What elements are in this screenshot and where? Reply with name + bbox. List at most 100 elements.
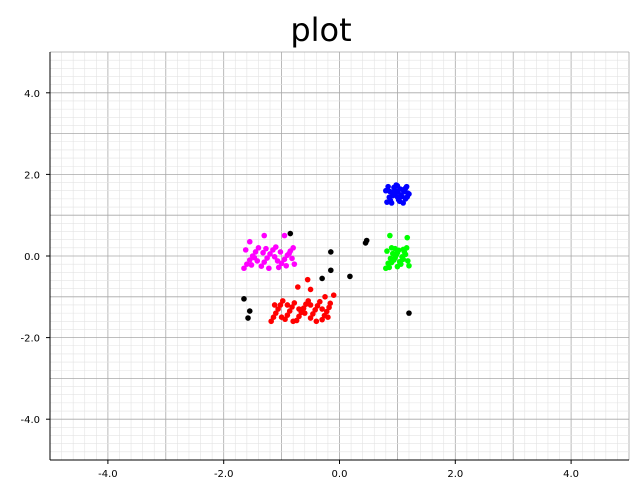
data-point — [242, 247, 249, 253]
data-point — [404, 194, 411, 200]
data-point — [394, 188, 401, 195]
data-point — [286, 250, 292, 257]
data-point — [284, 302, 291, 308]
data-point — [400, 200, 406, 206]
data-point — [322, 294, 328, 300]
data-point — [406, 310, 412, 316]
data-point — [387, 232, 393, 239]
data-point — [246, 238, 253, 245]
data-point — [310, 311, 316, 317]
data-point — [277, 302, 284, 308]
data-point — [307, 302, 314, 308]
data-point — [255, 245, 262, 251]
data-point — [394, 249, 401, 256]
y-tick-label: -2.0 — [20, 334, 40, 345]
data-point — [392, 254, 398, 261]
data-point — [327, 300, 334, 307]
data-point — [300, 305, 307, 312]
data-point — [244, 261, 250, 267]
data-point — [270, 314, 277, 321]
data-point — [307, 315, 314, 321]
point-series-3 — [268, 276, 337, 325]
y-tick-label: -4.0 — [20, 415, 40, 426]
x-tick-label: -2.0 — [214, 469, 234, 480]
data-point — [325, 314, 331, 321]
data-point — [398, 261, 404, 267]
data-point — [241, 296, 247, 302]
y-tick-label: 2.0 — [24, 170, 40, 181]
data-point — [289, 255, 295, 262]
data-point — [400, 246, 406, 253]
x-tick-label: 4.0 — [563, 469, 579, 480]
point-series-0 — [383, 182, 412, 206]
data-point — [264, 255, 270, 261]
data-point — [406, 262, 412, 269]
data-point — [314, 302, 321, 309]
chart-title: plot — [290, 11, 351, 49]
data-point — [266, 265, 272, 272]
data-point — [399, 193, 405, 200]
data-point — [289, 304, 295, 310]
data-point — [304, 276, 311, 283]
data-point — [271, 302, 278, 308]
data-point — [404, 234, 411, 241]
data-point — [296, 313, 302, 320]
x-tick-label: 0.0 — [332, 469, 348, 480]
data-point — [290, 245, 296, 251]
data-point — [385, 183, 391, 190]
data-point — [277, 249, 284, 255]
x-tick-label: -4.0 — [98, 469, 118, 480]
data-point — [363, 237, 370, 244]
data-point — [387, 188, 393, 195]
data-point — [273, 310, 279, 316]
data-point — [384, 248, 390, 254]
data-point — [268, 318, 274, 325]
data-point — [388, 259, 395, 266]
data-point — [275, 306, 281, 312]
data-point — [281, 256, 288, 263]
data-point — [312, 307, 318, 313]
data-point — [260, 249, 266, 256]
data-point — [252, 249, 259, 255]
data-points — [241, 182, 412, 325]
data-point — [291, 261, 298, 267]
data-point — [291, 300, 298, 306]
data-point — [261, 259, 268, 265]
y-tick-label: 4.0 — [24, 89, 40, 100]
data-point — [279, 298, 286, 304]
data-point — [319, 316, 325, 323]
data-point — [323, 308, 330, 315]
data-point — [402, 185, 409, 192]
data-point — [267, 251, 273, 257]
point-series-2 — [241, 232, 298, 272]
grid — [49, 51, 630, 461]
data-point — [388, 200, 395, 206]
data-point — [245, 315, 251, 321]
data-point — [313, 318, 320, 325]
data-point — [319, 275, 325, 282]
data-point — [330, 292, 337, 298]
y-tick-label: 0.0 — [24, 252, 40, 263]
data-point — [402, 251, 409, 258]
x-tick-label: 2.0 — [447, 469, 463, 480]
data-point — [287, 230, 294, 237]
data-point — [400, 256, 406, 263]
data-point — [290, 318, 296, 325]
data-point — [275, 264, 282, 271]
data-point — [405, 258, 411, 264]
data-point — [307, 286, 314, 293]
data-point — [301, 310, 308, 316]
data-point — [388, 245, 395, 251]
data-point — [246, 257, 253, 263]
data-point — [295, 284, 301, 290]
tick-labels: -4.0 -2.0 0.0 2.0 4.0 4.0 2.0 0.0 -2.0 -4.0 — [20, 89, 579, 480]
point-series-1 — [383, 232, 412, 272]
data-point — [278, 260, 285, 267]
data-point — [251, 254, 258, 261]
data-point — [386, 264, 393, 271]
data-point — [328, 267, 334, 274]
data-point — [271, 254, 278, 260]
data-point — [347, 273, 353, 280]
data-point — [261, 232, 268, 239]
